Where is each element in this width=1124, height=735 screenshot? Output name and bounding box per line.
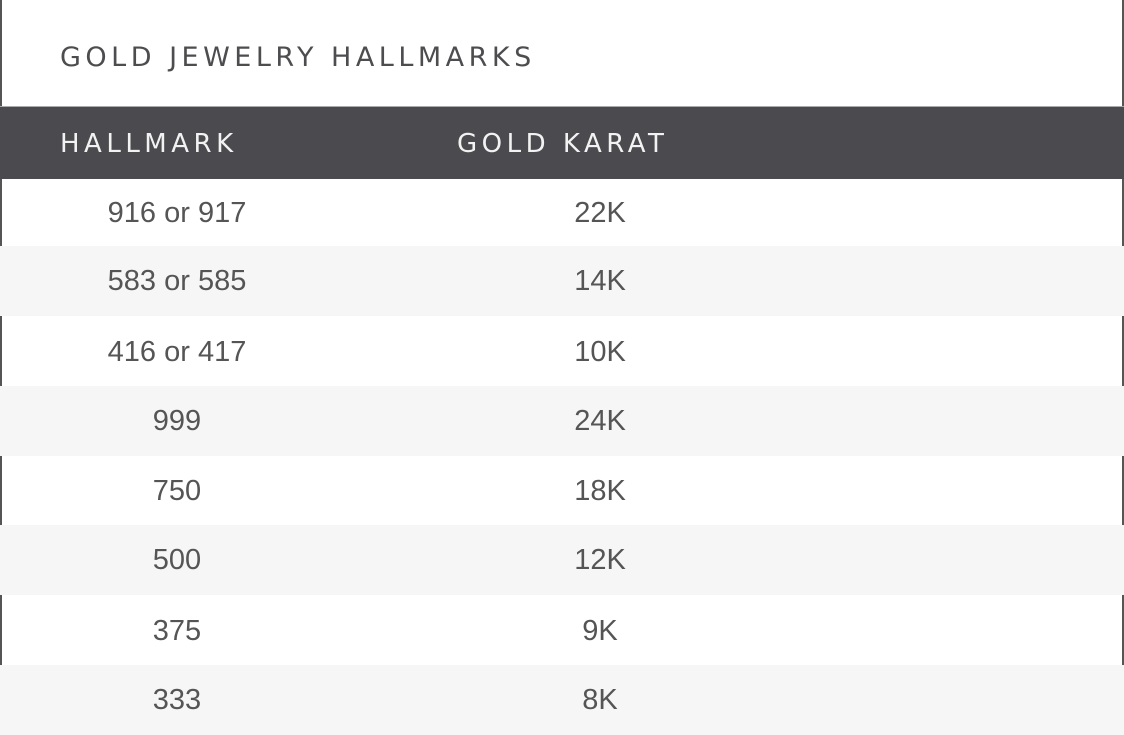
table-header: HALLMARK GOLD KARAT [0, 106, 1124, 179]
hallmark-cell: 999 [152, 405, 202, 437]
karat-cell: 18K [574, 475, 626, 507]
table-row: 916 or 917 22K [0, 178, 1124, 248]
table-row: 375 9K [0, 596, 1124, 666]
table-title: GOLD JEWELRY HALLMARKS [60, 42, 536, 73]
hallmark-cell: 500 [152, 544, 202, 576]
hallmark-cell: 583 or 585 [107, 265, 247, 297]
column-header-hallmark: HALLMARK [60, 129, 238, 159]
table-row: 416 or 417 10K [0, 317, 1124, 387]
karat-cell: 24K [574, 405, 626, 437]
table-row: 999 24K [0, 386, 1124, 456]
table-row: 333 8K [0, 665, 1124, 735]
karat-cell: 10K [574, 336, 626, 368]
hallmark-cell: 375 [152, 615, 202, 647]
karat-cell: 12K [574, 544, 626, 576]
karat-cell: 14K [574, 265, 626, 297]
karat-cell: 8K [582, 684, 618, 716]
hallmark-cell: 916 or 917 [107, 197, 247, 229]
hallmark-cell: 750 [152, 475, 202, 507]
table-row: 583 or 585 14K [0, 246, 1124, 316]
hallmark-cell: 416 or 417 [107, 336, 247, 368]
table-row: 750 18K [0, 456, 1124, 526]
karat-cell: 22K [574, 197, 626, 229]
table-row: 500 12K [0, 525, 1124, 595]
hallmark-cell: 333 [152, 684, 202, 716]
column-header-gold-karat: GOLD KARAT [457, 129, 669, 159]
karat-cell: 9K [582, 615, 618, 647]
